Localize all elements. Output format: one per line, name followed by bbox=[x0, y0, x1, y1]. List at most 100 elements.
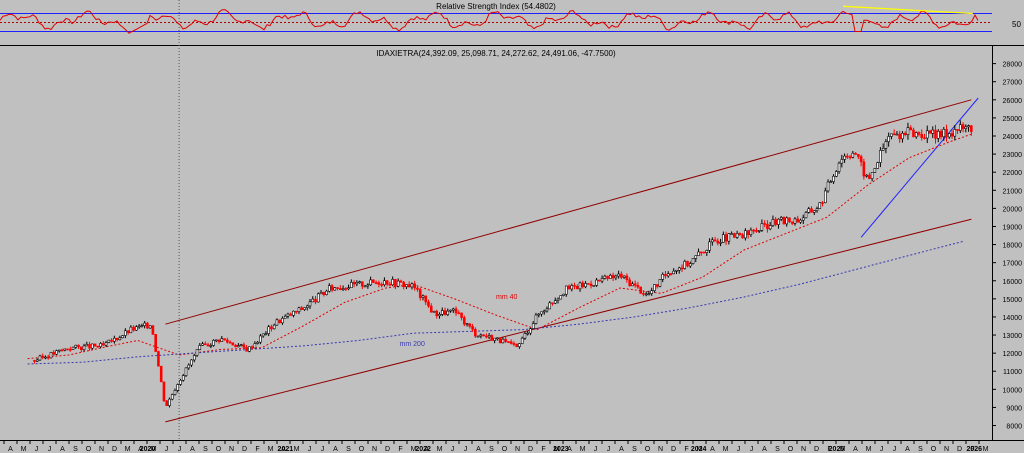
candle-body bbox=[474, 329, 477, 337]
candle-body bbox=[49, 352, 53, 359]
candle-body bbox=[617, 273, 620, 277]
candle-body bbox=[179, 379, 182, 385]
trendline-lower-channel bbox=[165, 218, 972, 423]
x-year-label: 2021 bbox=[278, 446, 294, 453]
candle-body bbox=[647, 293, 651, 295]
candle-body bbox=[253, 343, 257, 349]
candle-body bbox=[394, 279, 397, 287]
candle-body bbox=[592, 285, 596, 287]
x-month-label: S bbox=[346, 446, 351, 453]
candle-body bbox=[471, 326, 474, 330]
candle-body bbox=[187, 364, 191, 369]
candle-body bbox=[881, 148, 885, 151]
candle-body bbox=[146, 322, 149, 329]
x-month-label: N bbox=[944, 446, 949, 453]
candle-body bbox=[507, 341, 510, 343]
candle-body bbox=[826, 181, 830, 192]
candle-body bbox=[945, 128, 948, 138]
x-month-label: N bbox=[515, 446, 520, 453]
candle-body bbox=[669, 273, 673, 275]
candle-body bbox=[286, 313, 290, 317]
candle-body bbox=[887, 136, 890, 142]
candle-body bbox=[303, 307, 306, 310]
y-tick-label: 12000 bbox=[1003, 351, 1023, 358]
x-month-label: F bbox=[255, 446, 259, 453]
candle-body bbox=[198, 345, 202, 350]
candle-body bbox=[292, 310, 295, 316]
candle-body bbox=[347, 287, 350, 290]
y-tick-label: 17000 bbox=[1003, 261, 1023, 268]
candle-body bbox=[124, 330, 127, 336]
candle-body bbox=[925, 130, 929, 139]
candle-body bbox=[672, 270, 676, 275]
candle-body bbox=[680, 267, 684, 270]
y-tick-label: 22000 bbox=[1003, 170, 1023, 177]
candle-body bbox=[639, 286, 642, 294]
candle-body bbox=[628, 279, 631, 287]
x-month-label: A bbox=[476, 446, 481, 453]
candle-body bbox=[857, 154, 860, 157]
x-month-label: N bbox=[801, 446, 806, 453]
x-year-label: 2025 bbox=[829, 446, 845, 453]
candle-body bbox=[950, 133, 954, 137]
x-month-label: F bbox=[970, 446, 974, 453]
candle-body bbox=[79, 346, 83, 351]
candle-body bbox=[432, 310, 436, 313]
candle-body bbox=[115, 337, 119, 341]
rsi-line bbox=[0, 9, 979, 34]
x-month-label: J bbox=[464, 446, 468, 453]
candle-body bbox=[55, 350, 58, 355]
candle-body bbox=[609, 274, 612, 279]
candle-body bbox=[143, 322, 146, 326]
candle-body bbox=[523, 333, 527, 339]
candle-body bbox=[170, 394, 174, 400]
x-month-label: D bbox=[242, 446, 247, 453]
candle-body bbox=[793, 218, 797, 224]
candle-body bbox=[151, 325, 155, 335]
candle-body bbox=[435, 310, 439, 317]
x-month-label: N bbox=[229, 446, 234, 453]
candle-body bbox=[823, 190, 827, 203]
candle-body bbox=[705, 250, 709, 253]
candle-body bbox=[677, 267, 681, 271]
candle-body bbox=[614, 275, 618, 279]
x-month-label: O bbox=[502, 446, 508, 453]
candle-body bbox=[722, 234, 725, 243]
y-tick-label: 23000 bbox=[1003, 152, 1023, 159]
candle-body bbox=[633, 283, 637, 286]
candle-body bbox=[259, 335, 262, 343]
candle-body bbox=[746, 230, 750, 236]
x-month-label: A bbox=[762, 446, 767, 453]
candle-body bbox=[650, 290, 653, 294]
candle-body bbox=[212, 340, 215, 346]
candle-body bbox=[330, 285, 334, 291]
candle-body bbox=[181, 375, 185, 381]
x-year-label: 2024 bbox=[691, 446, 707, 453]
candle-body bbox=[129, 326, 133, 334]
candle-body bbox=[363, 285, 367, 288]
x-month-label: M bbox=[437, 446, 443, 453]
candle-body bbox=[289, 313, 293, 316]
candle-body bbox=[358, 281, 361, 284]
candle-body bbox=[964, 126, 968, 129]
candle-body bbox=[446, 310, 450, 315]
candle-body bbox=[934, 129, 937, 139]
candle-body bbox=[44, 356, 47, 359]
candle-body bbox=[970, 125, 973, 132]
candle-body bbox=[99, 343, 102, 348]
y-tick-label: 14000 bbox=[1003, 315, 1023, 322]
trendline-support bbox=[860, 97, 979, 238]
candle-body bbox=[203, 343, 207, 346]
candle-body bbox=[341, 288, 345, 291]
y-tick-label: 13000 bbox=[1003, 333, 1023, 340]
y-tick-label: 8000 bbox=[1006, 424, 1022, 431]
candle-body bbox=[264, 333, 268, 335]
candle-body bbox=[719, 242, 722, 244]
candle-body bbox=[821, 202, 824, 204]
candle-body bbox=[413, 283, 417, 289]
x-month-label: A bbox=[60, 446, 65, 453]
x-month-label: O bbox=[359, 446, 365, 453]
x-month-label: D bbox=[385, 446, 390, 453]
candle-body bbox=[209, 345, 213, 347]
